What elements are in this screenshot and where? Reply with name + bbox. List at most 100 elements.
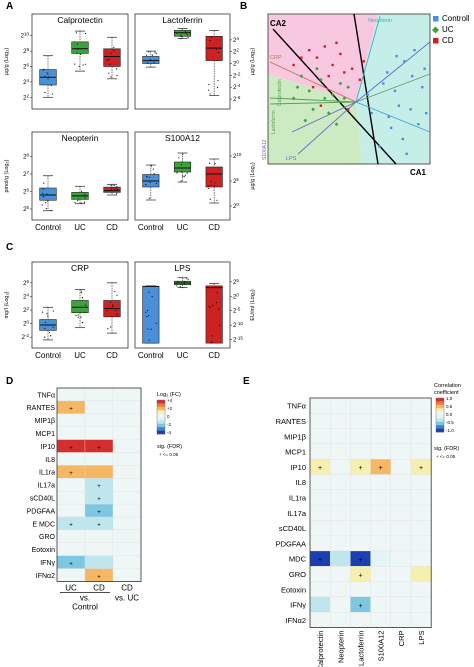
heatmap-cell	[410, 504, 432, 521]
data-dot	[110, 326, 112, 328]
colorbar-segment	[436, 401, 444, 406]
y-axis-label: pmol/g (Log₂)	[4, 159, 10, 192]
boxplot-lactoferrin: Lactoferrin 24 22 20 2-2 2-4 2-6 µg/g (Log₂)	[134, 13, 256, 110]
data-dot	[212, 304, 214, 307]
row-label: MIP1β	[35, 418, 55, 425]
heatmap-cell	[112, 465, 142, 479]
heatmap-cell	[56, 387, 86, 402]
data-dot	[109, 63, 111, 65]
point-uc	[346, 85, 351, 90]
data-dot	[50, 84, 52, 87]
y-axis-label: µg/g (Log₂)	[250, 162, 256, 189]
y-axis-label: mg/l (Log₂)	[4, 291, 10, 318]
plot-title: CRP	[71, 263, 89, 273]
heatmap-cell	[390, 520, 412, 536]
y-tick-label: 26	[23, 187, 29, 196]
point-controll	[401, 137, 404, 141]
data-dot	[47, 200, 49, 202]
colorbar-segment	[436, 408, 444, 412]
data-dot	[153, 173, 155, 175]
data-dot	[84, 32, 87, 35]
data-dot	[154, 59, 156, 61]
heatmap-cell	[56, 491, 86, 505]
y-axis-label: µg/g (Log₂)	[4, 48, 10, 75]
row-label: MCP1	[36, 431, 56, 438]
heatmap-cell	[350, 489, 371, 506]
heatmap-cell	[84, 555, 114, 569]
vector-calprotectin	[269, 97, 357, 103]
colorbar-segment	[157, 410, 165, 414]
y-tick-label: 25	[23, 205, 29, 214]
point-uc	[342, 96, 347, 101]
data-dot	[145, 311, 147, 313]
point-controll	[397, 104, 401, 107]
heatmap-cell	[330, 612, 351, 628]
data-dot	[181, 32, 183, 34]
heatmap-cell	[112, 529, 142, 543]
point-cd	[327, 74, 330, 78]
legend-marker	[433, 38, 439, 44]
data-dot	[52, 310, 54, 312]
row-label: RANTES	[276, 417, 306, 426]
colorbar-segment	[157, 427, 165, 431]
data-dot	[45, 207, 47, 210]
heatmap-cell	[410, 520, 432, 536]
heatmap-cell	[84, 452, 114, 466]
point-uc	[311, 107, 315, 112]
y-tick-label: 24	[233, 35, 239, 44]
heatmap-cell	[56, 529, 86, 543]
column-group-label: vs.	[80, 594, 90, 603]
heatmap-cell	[410, 581, 432, 598]
heatmap-cell	[309, 443, 331, 460]
data-dot	[217, 59, 219, 62]
heatmap-cell	[350, 504, 371, 521]
data-dot	[81, 296, 84, 299]
row-label: MDC	[289, 555, 307, 564]
row-label: IL1ra	[289, 494, 307, 503]
data-dot	[84, 193, 86, 195]
heatmap-cell	[56, 503, 86, 518]
data-dot	[184, 174, 186, 176]
point-uc	[307, 89, 312, 93]
data-dot	[43, 68, 45, 70]
heatmap-cell	[309, 428, 331, 445]
column-label: S100A12	[377, 631, 386, 662]
colorbar-tick-label: -0.5	[446, 420, 454, 425]
heatmap-cell	[330, 428, 351, 445]
row-label: E MDC	[32, 521, 55, 528]
data-dot	[46, 193, 48, 195]
heatmap-cell	[112, 503, 142, 518]
heatmap-cell	[410, 413, 432, 429]
plot-title: Lactoferrin	[162, 15, 202, 25]
data-dot	[110, 185, 112, 187]
row-label: IP10	[291, 463, 306, 472]
x-tick-label: UC	[177, 351, 189, 360]
heatmap-e: TNFα RANTES MIP1β MCP1 IP10 IL8 IL1ra IL17a sCD4…	[276, 383, 461, 667]
colorbar-segment	[157, 420, 165, 425]
colorbar-segment	[436, 398, 444, 402]
data-dot	[112, 304, 114, 306]
data-dot	[116, 74, 118, 77]
data-dot	[44, 328, 46, 330]
point-controll	[405, 152, 408, 155]
row-label: GRO	[39, 534, 56, 541]
heatmap-cell	[84, 413, 114, 427]
row-label: IFNα2	[36, 573, 55, 580]
point-uc	[303, 118, 308, 123]
row-label: Eotoxin	[32, 547, 55, 554]
heatmap-cell	[370, 550, 391, 567]
colorbar-segment	[157, 406, 165, 411]
heatmap-cell	[309, 397, 331, 414]
heatmap-cell	[370, 581, 391, 598]
data-dot	[154, 51, 156, 53]
heatmap-cell	[330, 397, 351, 414]
data-dot	[187, 37, 189, 39]
sig-label: + <= 0.05	[436, 454, 456, 459]
point-controll	[421, 86, 424, 89]
legend-label: CD	[442, 36, 454, 45]
point-controll	[382, 82, 385, 85]
data-dot	[42, 188, 44, 190]
sig-title: sig. (FDR)	[157, 444, 182, 450]
data-dot	[208, 89, 210, 91]
